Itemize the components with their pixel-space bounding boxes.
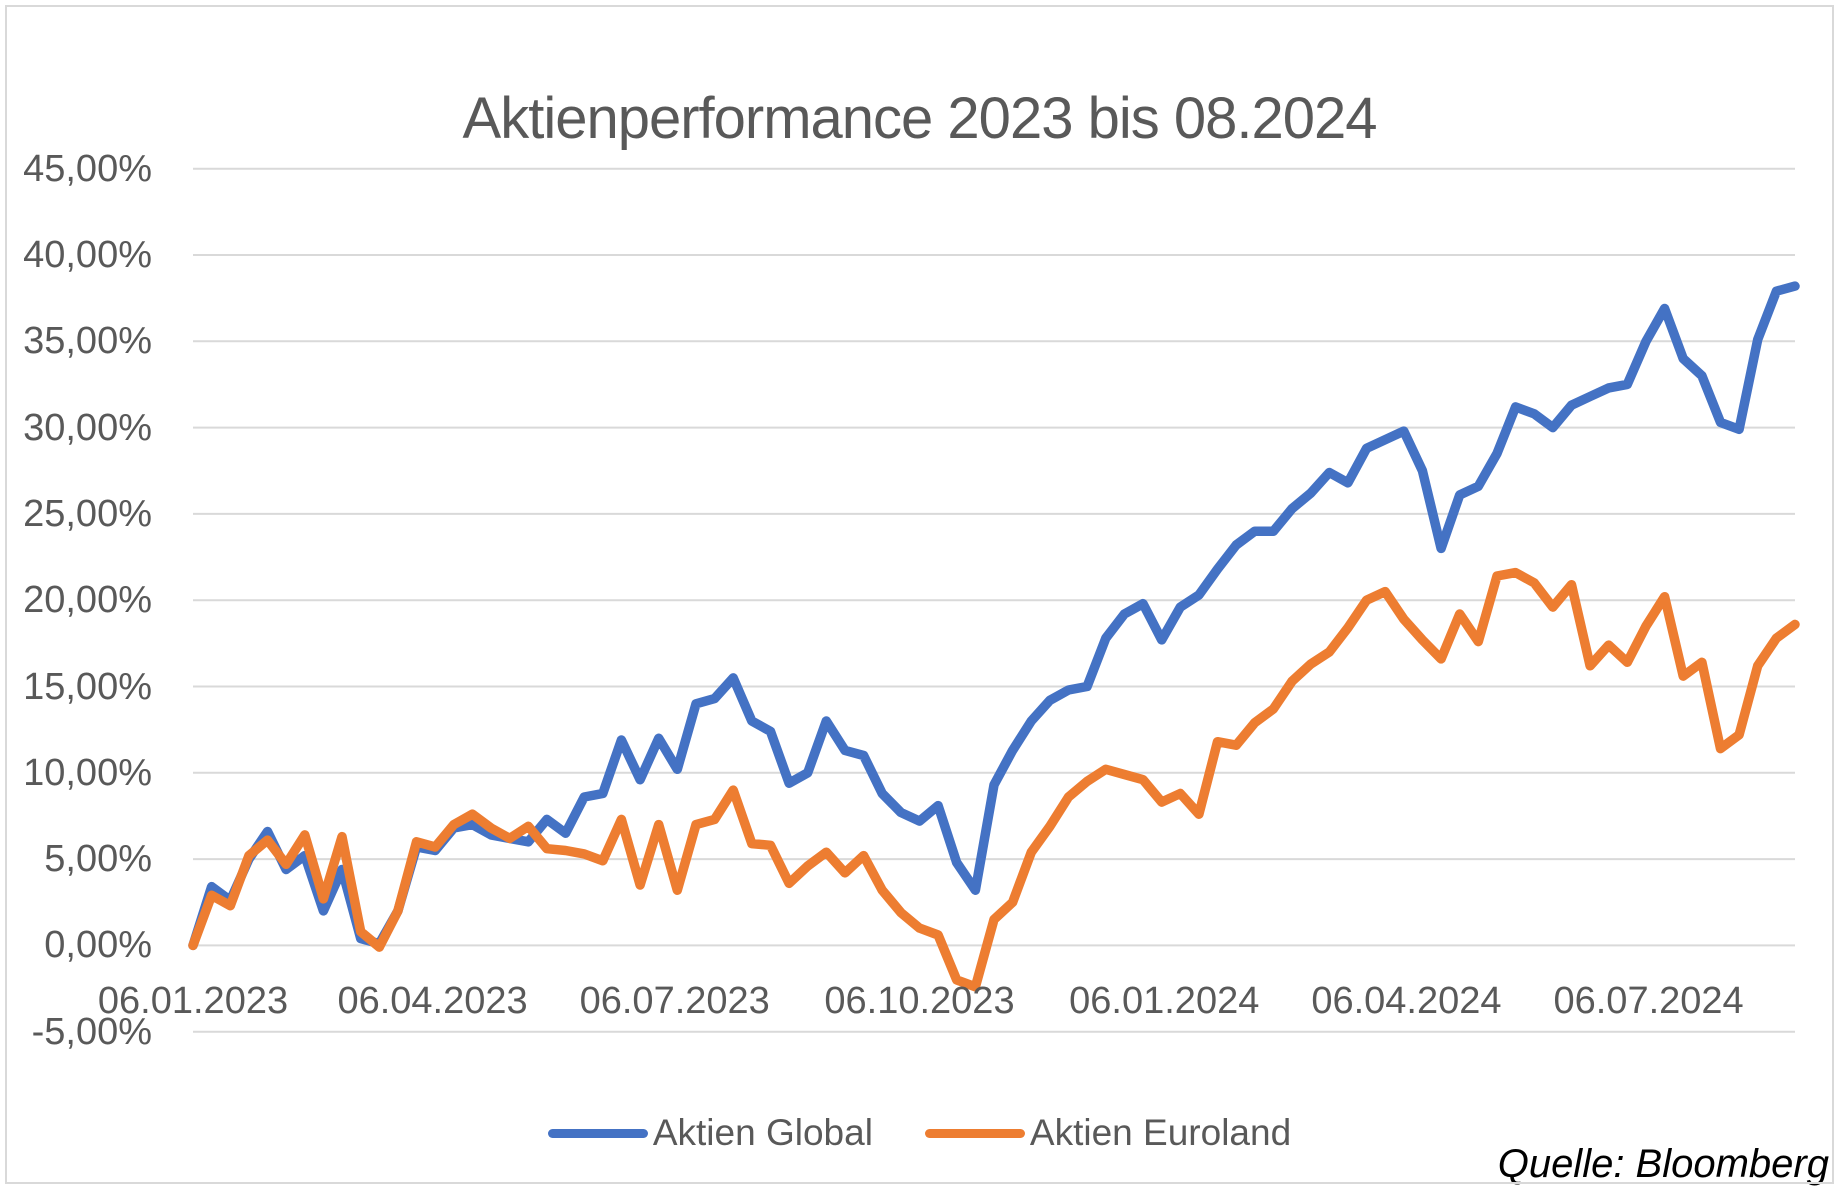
y-tick-label: -5,00% bbox=[31, 1010, 152, 1053]
y-tick-label: 40,00% bbox=[23, 234, 152, 276]
y-tick-label: 0,00% bbox=[44, 924, 152, 967]
legend-label-aktien-global: Aktien Global bbox=[652, 1112, 873, 1153]
x-tick-label: 06.07.2023 bbox=[579, 980, 770, 1022]
y-tick-label: 25,00% bbox=[23, 492, 152, 535]
legend-item-aktien-euroland: Aktien Euroland bbox=[924, 1112, 1292, 1154]
x-tick-label: 06.04.2023 bbox=[337, 980, 528, 1022]
x-tick-label: 06.01.2023 bbox=[97, 980, 289, 1022]
x-tick-label: 06.10.2023 bbox=[824, 980, 1015, 1022]
series-line-aktien-euroland bbox=[188, 567, 1800, 992]
y-tick-label: 10,00% bbox=[23, 751, 152, 794]
y-tick-label: 15,00% bbox=[23, 665, 152, 708]
source-credit: Quelle: Bloomberg bbox=[1497, 1142, 1829, 1186]
series-line-aktien-global bbox=[188, 281, 1800, 951]
y-tick-label: 5,00% bbox=[44, 838, 152, 881]
x-tick-label: 06.01.2024 bbox=[1069, 980, 1260, 1022]
chart-title: Aktienperformance 2023 bis 08.2024 bbox=[462, 86, 1378, 151]
x-tick-label: 06.07.2024 bbox=[1553, 980, 1744, 1022]
legend-item-aktien-global: Aktien Global bbox=[547, 1112, 873, 1154]
y-tick-label: 20,00% bbox=[23, 579, 152, 622]
legend-marker-aktien-euroland bbox=[924, 1128, 1025, 1138]
y-tick-label: 35,00% bbox=[23, 320, 152, 363]
legend: Aktien Global Aktien Euroland bbox=[0, 1112, 1839, 1154]
legend-label-aktien-euroland: Aktien Euroland bbox=[1029, 1112, 1292, 1153]
y-tick-label: 30,00% bbox=[23, 406, 152, 449]
legend-marker-aktien-global bbox=[547, 1128, 648, 1138]
x-tick-label: 06.04.2024 bbox=[1311, 980, 1502, 1022]
y-tick-label: 45,00% bbox=[23, 147, 152, 190]
